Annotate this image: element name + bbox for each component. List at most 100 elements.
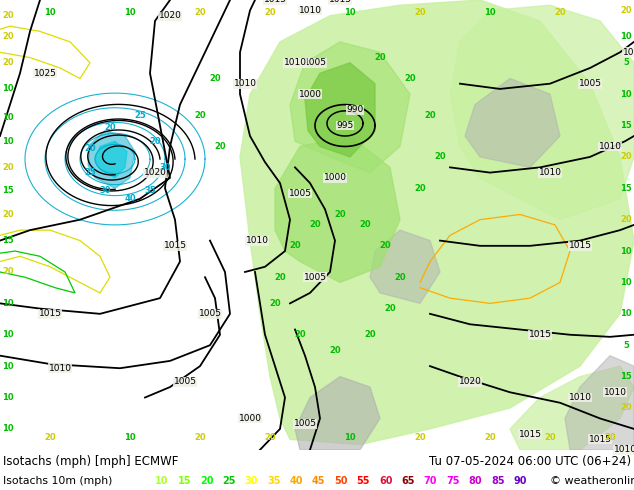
Text: 20: 20 — [554, 8, 566, 17]
Text: 10: 10 — [155, 476, 169, 486]
Text: 20: 20 — [620, 6, 632, 15]
Text: 20: 20 — [394, 273, 406, 282]
Text: 995: 995 — [337, 121, 354, 130]
Text: 20: 20 — [620, 215, 632, 224]
Text: 1015: 1015 — [39, 309, 61, 318]
Text: 20: 20 — [2, 58, 14, 67]
Text: 1015: 1015 — [588, 435, 612, 444]
Polygon shape — [240, 0, 634, 444]
Text: 45: 45 — [312, 476, 325, 486]
Text: 20: 20 — [404, 74, 416, 83]
Text: 20: 20 — [414, 184, 426, 193]
Text: 1020: 1020 — [143, 168, 167, 177]
Text: 25: 25 — [134, 111, 146, 120]
Text: 1000: 1000 — [238, 414, 261, 423]
Text: 35: 35 — [267, 476, 281, 486]
Text: 1000: 1000 — [323, 173, 347, 182]
Text: 90: 90 — [514, 476, 527, 486]
Text: 20: 20 — [264, 8, 276, 17]
Text: 20: 20 — [84, 144, 96, 153]
Text: 10: 10 — [2, 84, 14, 94]
Text: 10: 10 — [620, 246, 632, 256]
Text: 1010: 1010 — [233, 79, 257, 88]
Text: 20: 20 — [424, 111, 436, 120]
Polygon shape — [450, 5, 634, 220]
Text: 10: 10 — [2, 299, 14, 308]
Text: 20: 20 — [200, 476, 214, 486]
Text: 5: 5 — [623, 58, 629, 67]
Text: 10: 10 — [44, 8, 56, 17]
Text: 75: 75 — [446, 476, 460, 486]
Text: 20: 20 — [414, 433, 426, 442]
Polygon shape — [510, 366, 634, 450]
Text: 1010: 1010 — [604, 388, 626, 397]
Text: 1015: 1015 — [264, 0, 287, 4]
Text: Isotachs (mph) [mph] ECMWF: Isotachs (mph) [mph] ECMWF — [3, 455, 179, 467]
Text: 15: 15 — [2, 186, 14, 195]
Text: 1020: 1020 — [458, 377, 481, 386]
Text: 10: 10 — [2, 113, 14, 122]
Text: 20: 20 — [294, 330, 306, 339]
Text: 30: 30 — [159, 163, 171, 172]
Text: 20: 20 — [274, 273, 286, 282]
Text: 1015: 1015 — [519, 430, 541, 439]
Text: 10: 10 — [124, 433, 136, 442]
Text: 1010: 1010 — [245, 236, 269, 245]
Text: 20: 20 — [309, 220, 321, 229]
Text: 1015: 1015 — [328, 0, 351, 4]
Text: 20: 20 — [384, 304, 396, 313]
Text: 65: 65 — [401, 476, 415, 486]
Text: 1005: 1005 — [304, 273, 327, 282]
Text: 50: 50 — [334, 476, 348, 486]
Text: 25: 25 — [223, 476, 236, 486]
Text: 20: 20 — [2, 11, 14, 20]
Polygon shape — [305, 63, 375, 157]
Text: 15: 15 — [620, 372, 632, 381]
Text: 20: 20 — [379, 242, 391, 250]
Text: 40: 40 — [290, 476, 303, 486]
Text: © weatheronline.co.uk: © weatheronline.co.uk — [550, 476, 634, 486]
Text: 10: 10 — [620, 278, 632, 287]
Text: 20: 20 — [2, 210, 14, 219]
Text: 20: 20 — [544, 433, 556, 442]
Text: 1010: 1010 — [283, 58, 306, 67]
Text: 20: 20 — [604, 433, 616, 442]
Text: 1010: 1010 — [598, 142, 621, 151]
Text: 20: 20 — [620, 152, 632, 161]
Text: 15: 15 — [620, 184, 632, 193]
Text: 15: 15 — [178, 476, 191, 486]
Text: 10: 10 — [620, 90, 632, 98]
Text: 1005: 1005 — [578, 79, 602, 88]
Text: 1010: 1010 — [569, 393, 592, 402]
Text: 20: 20 — [2, 163, 14, 172]
Text: 20: 20 — [359, 220, 371, 229]
Text: 15: 15 — [620, 121, 632, 130]
Polygon shape — [295, 377, 380, 450]
Text: 80: 80 — [469, 476, 482, 486]
Polygon shape — [275, 136, 400, 282]
Text: 10: 10 — [344, 433, 356, 442]
Text: 10: 10 — [484, 8, 496, 17]
Text: 20: 20 — [2, 268, 14, 276]
Text: 10: 10 — [620, 32, 632, 41]
Text: 85: 85 — [491, 476, 505, 486]
Text: 60: 60 — [379, 476, 392, 486]
Text: 1010: 1010 — [538, 168, 562, 177]
Text: 20: 20 — [329, 346, 341, 355]
Text: 20: 20 — [44, 433, 56, 442]
Text: 20: 20 — [104, 123, 116, 132]
Polygon shape — [565, 356, 634, 450]
Polygon shape — [88, 131, 135, 188]
Text: Isotachs 10m (mph): Isotachs 10m (mph) — [3, 476, 113, 486]
Text: 25: 25 — [84, 168, 96, 177]
Text: 10: 10 — [2, 362, 14, 370]
Polygon shape — [465, 78, 560, 168]
Text: 35: 35 — [144, 186, 156, 195]
Text: 20: 20 — [194, 111, 206, 120]
Text: 30: 30 — [245, 476, 258, 486]
Text: 20: 20 — [484, 433, 496, 442]
Text: 20: 20 — [194, 433, 206, 442]
Text: 20: 20 — [434, 152, 446, 161]
Polygon shape — [290, 42, 410, 172]
Text: 20: 20 — [264, 433, 276, 442]
